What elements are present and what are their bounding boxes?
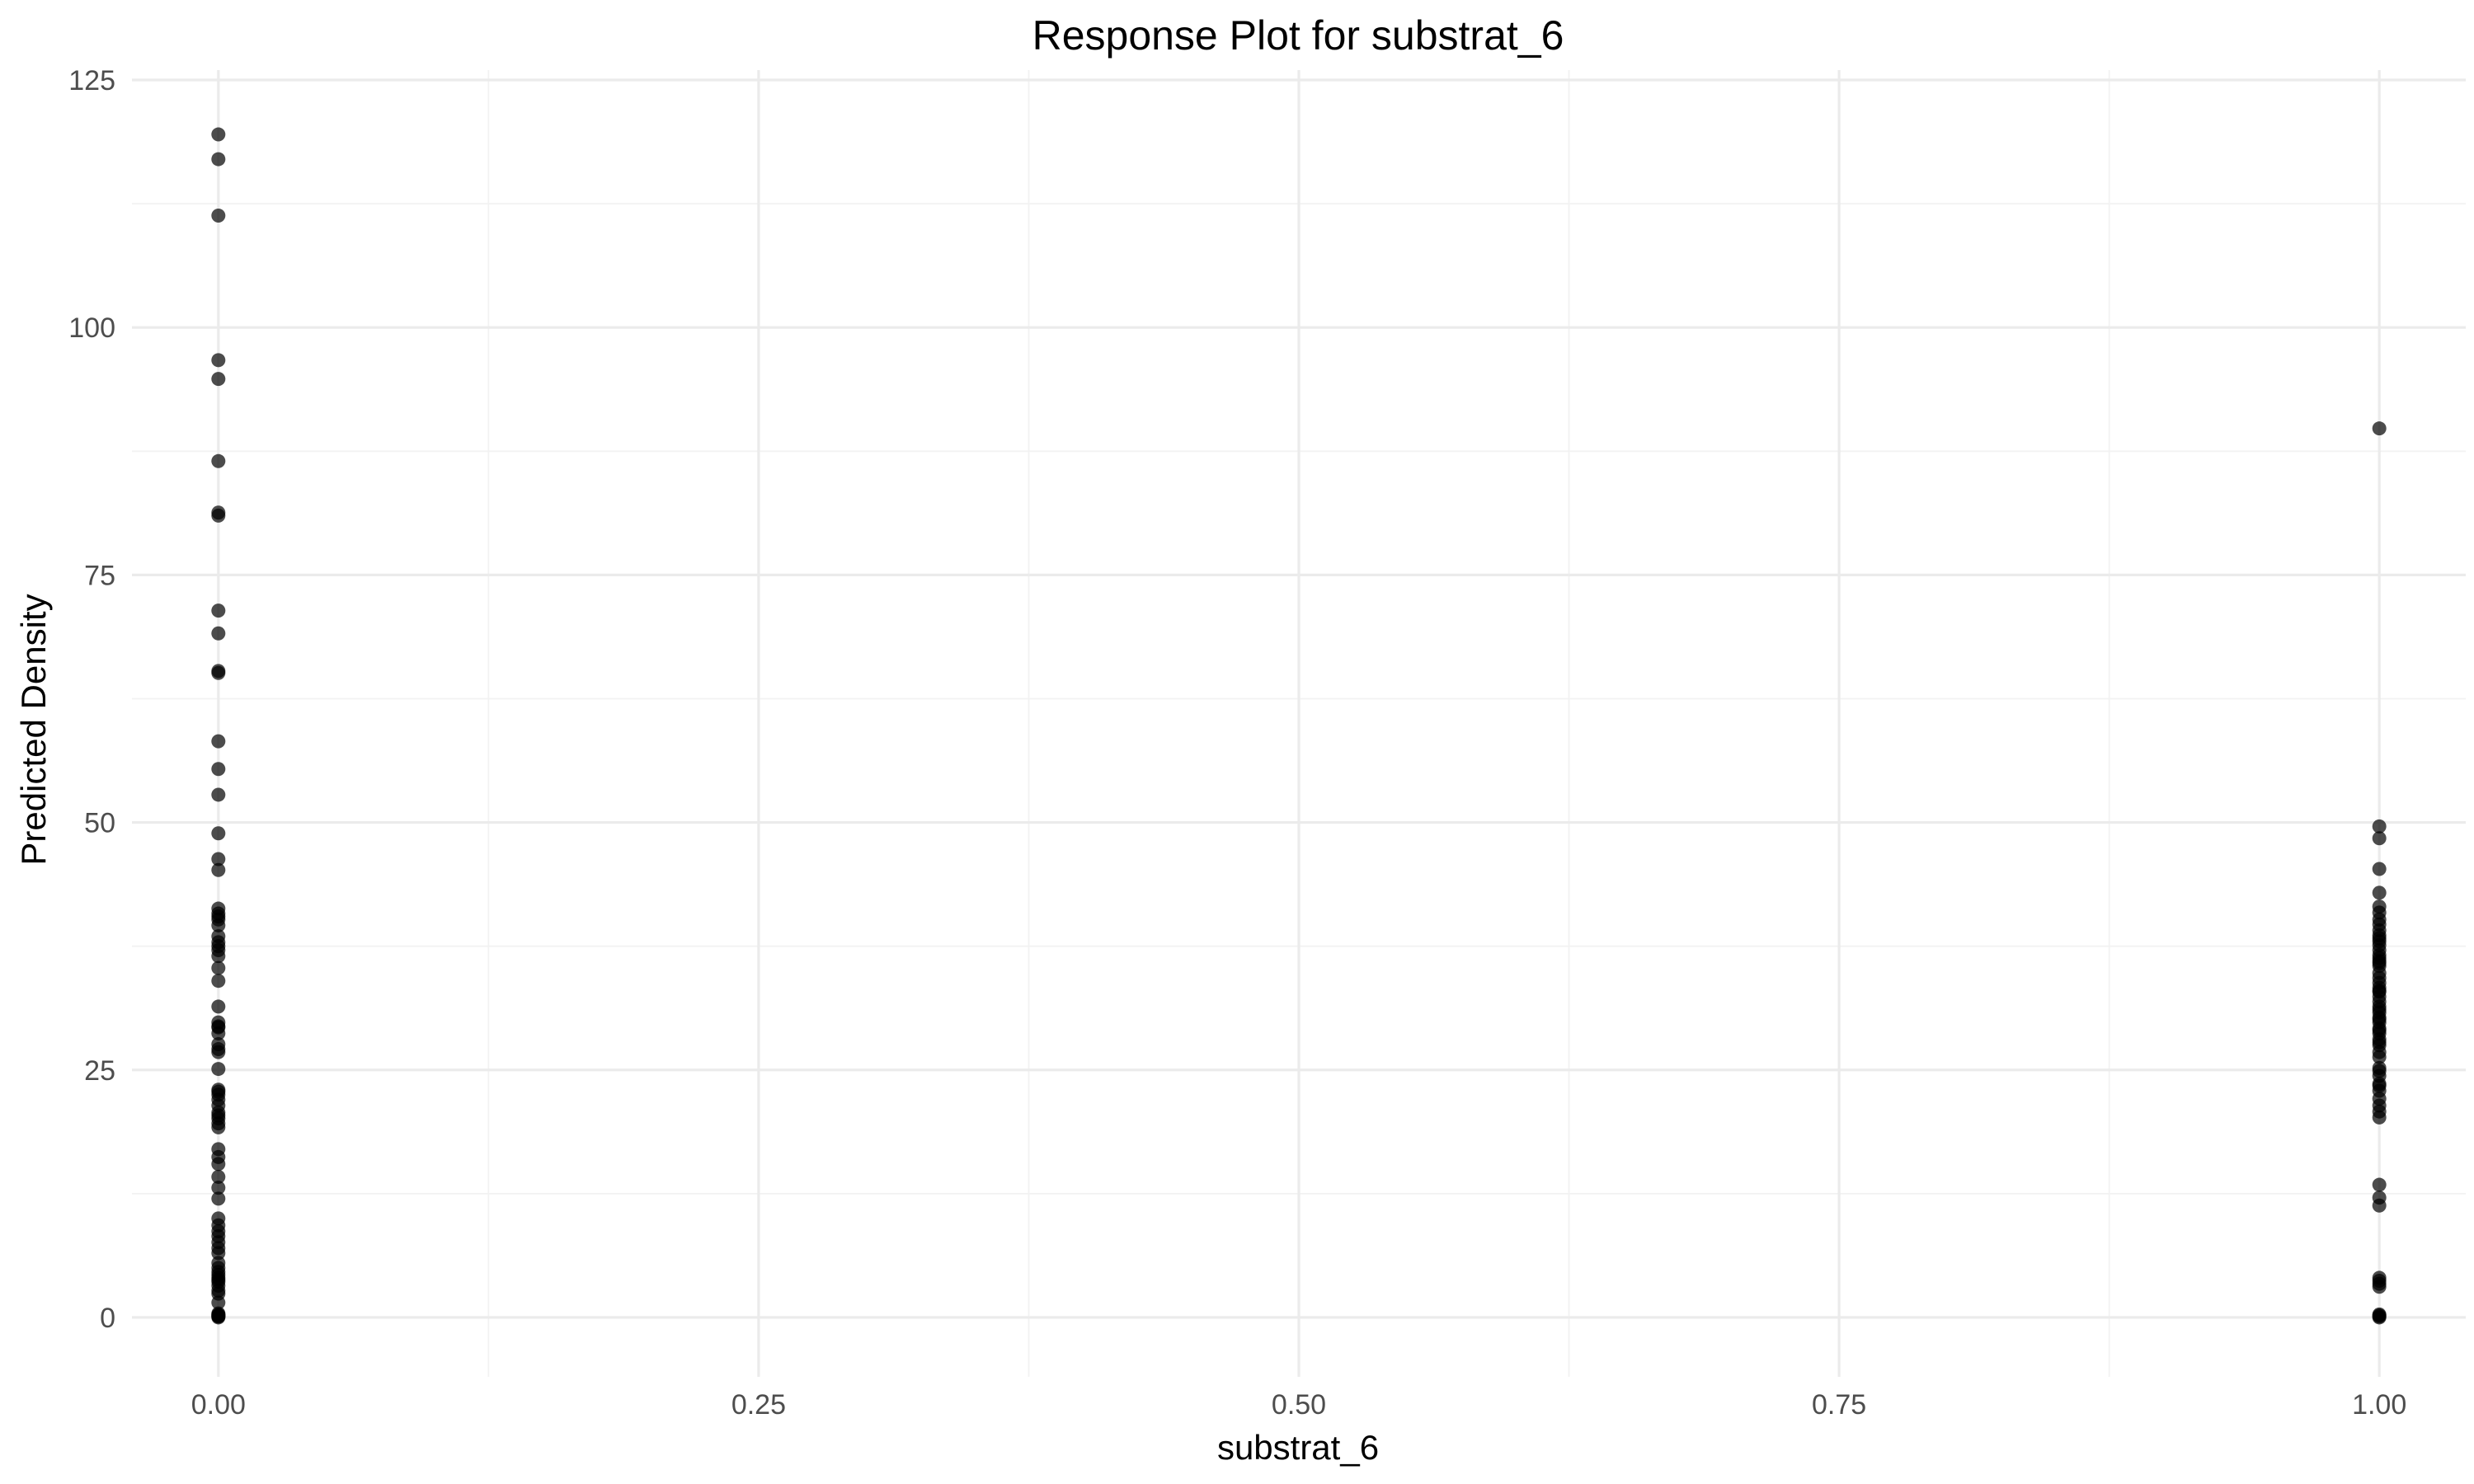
scatter-point [2372,1280,2387,1294]
y-tick-label: 75 [84,560,115,591]
scatter-point [2372,1035,2387,1050]
scatter-point [211,1295,226,1310]
y-tick-label: 0 [100,1303,115,1334]
scatter-point [211,949,226,964]
scatter-point [211,862,226,877]
y-tick-label: 125 [68,65,115,96]
scatter-point [2372,1050,2387,1064]
scatter-point [2372,1003,2387,1017]
y-tick-label: 50 [84,808,115,839]
scatter-point [211,1084,226,1099]
scatter-point [211,1306,226,1321]
x-axis-title: substrat_6 [1217,1428,1379,1467]
scatter-point [211,762,226,777]
scatter-point [211,453,226,468]
scatter-point [2372,819,2387,834]
scatter-point [211,960,226,975]
scatter-point [2372,1110,2387,1125]
scatter-point [211,152,226,167]
scatter-point [211,1108,226,1123]
scatter-point [211,1062,226,1077]
scatter-point [2372,421,2387,436]
scatter-point [211,974,226,989]
scatter-point [211,787,226,802]
y-axis-tick-labels: 0 25 50 75 100 125 [68,65,115,1334]
scatter-point [2372,1177,2387,1192]
chart-title: Response Plot for substrat_6 [1032,12,1564,59]
scatter-point [2372,1023,2387,1038]
scatter-point [211,508,226,523]
scatter-point [2372,984,2387,998]
scatter-point [211,1181,226,1195]
scatter-point [211,1246,226,1261]
x-tick-label: 0.25 [731,1389,786,1421]
scatter-point [211,852,226,866]
grid-lines [132,70,2466,1377]
data-points [211,127,2387,1325]
scatter-point [211,1157,226,1172]
scatter-point [2372,951,2387,965]
scatter-point [211,209,226,223]
scatter-point [211,909,226,924]
scatter-point [211,1020,226,1035]
scatter-point [211,826,226,841]
scatter-point [2372,1078,2387,1093]
scatter-point [2372,862,2387,876]
scatter-point [211,665,226,680]
scatter-point [2372,1012,2387,1027]
scatter-point [211,1191,226,1206]
x-tick-label: 0.00 [191,1389,246,1421]
x-tick-label: 0.75 [1812,1389,1866,1421]
scatter-point [2372,931,2387,946]
scatter-point [2372,1064,2387,1078]
scatter-point [211,626,226,641]
y-axis-title: Predicted Density [14,594,53,865]
scatter-point [211,1223,226,1238]
scatter-point [2372,1308,2387,1323]
x-tick-label: 1.00 [2352,1389,2406,1421]
y-tick-label: 100 [68,312,115,344]
scatter-point [211,1265,226,1280]
scatter-point [211,353,226,368]
scatter-point [211,1120,226,1134]
scatter-point [211,1045,226,1059]
scatter-point [2372,831,2387,846]
scatter-point [211,734,226,749]
scatter-point [2372,885,2387,900]
scatter-point [211,939,226,954]
scatter-point [211,127,226,142]
scatter-point [211,603,226,618]
scatter-point [211,372,226,387]
y-tick-label: 25 [84,1055,115,1087]
scatter-point [211,1169,226,1184]
scatter-point [2372,970,2387,985]
scatter-point [211,999,226,1014]
x-axis-tick-labels: 0.00 0.25 0.50 0.75 1.00 [191,1389,2407,1421]
x-tick-label: 0.50 [1272,1389,1326,1421]
scatter-point [2372,1198,2387,1213]
